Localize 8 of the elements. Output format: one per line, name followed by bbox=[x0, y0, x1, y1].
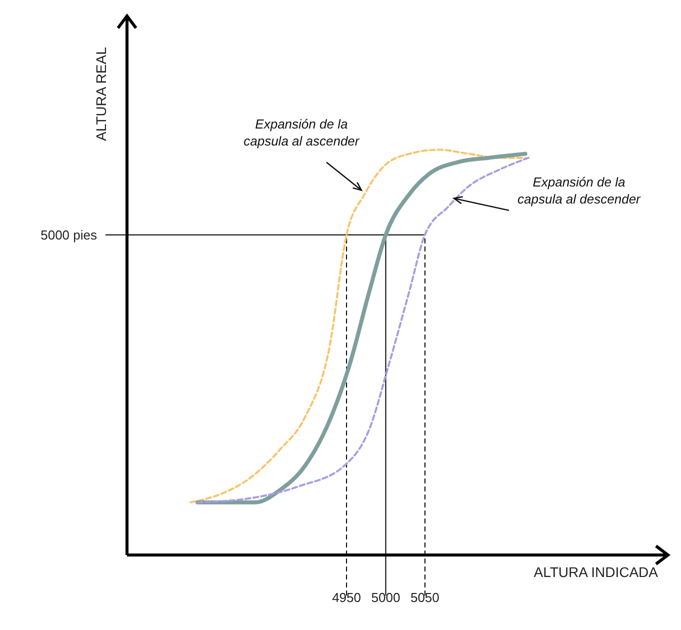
x-tick-label: 4950 bbox=[332, 590, 361, 606]
x-tick-label: 5000 bbox=[371, 590, 400, 606]
x-axis-title: ALTURA INDICADA bbox=[534, 564, 659, 580]
annotation: Expansión de la capsula al descender bbox=[518, 174, 642, 206]
x-tick-label: 5050 bbox=[410, 590, 440, 606]
y-axis-title: ALTURA REAL bbox=[92, 46, 109, 141]
ref-line-label: 5000 pies bbox=[40, 227, 98, 242]
annotation: Expansión de la capsula al ascender bbox=[244, 116, 360, 148]
